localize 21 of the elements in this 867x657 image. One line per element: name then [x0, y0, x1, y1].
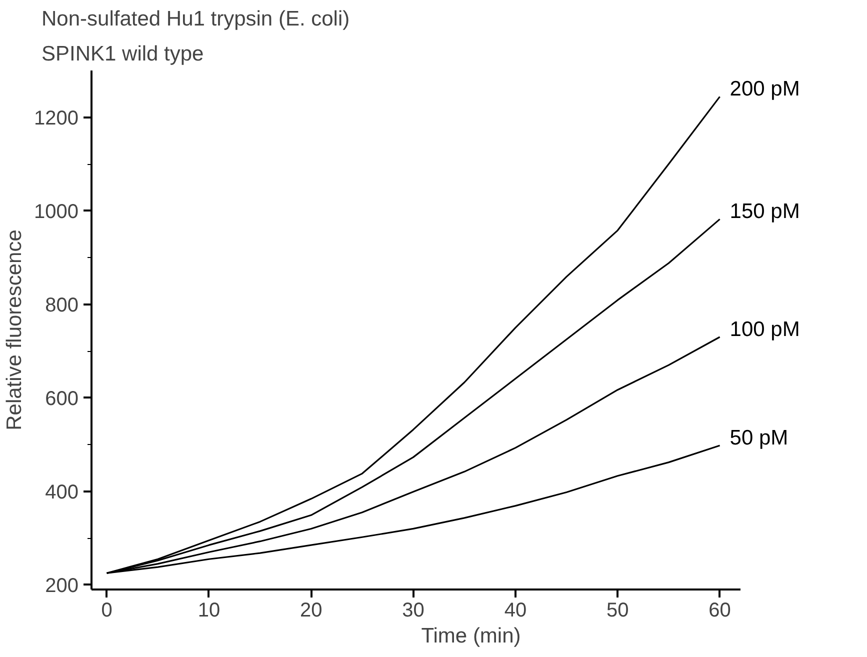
x-tick-label: 30 — [402, 600, 424, 622]
series-label: 50 pM — [730, 426, 788, 450]
y-tick-label: 200 — [45, 574, 79, 597]
y-tick-label: 1200 — [34, 107, 79, 130]
y-axis-title: Relative fluorescence — [3, 230, 26, 430]
y-tick-label: 400 — [45, 481, 79, 504]
y-tick-label: 600 — [45, 388, 79, 410]
chart-subtitle: SPINK1 wild type — [42, 42, 204, 66]
chart-title: Non-sulfated Hu1 trypsin (E. coli) — [42, 8, 350, 30]
y-tick-label: 800 — [45, 294, 79, 316]
y-tick-label: 1000 — [34, 200, 79, 223]
x-tick-label: 60 — [708, 600, 731, 622]
x-axis-title: Time (min) — [421, 624, 521, 648]
series-label: 150 pM — [730, 200, 800, 224]
series-label: 200 pM — [730, 78, 800, 101]
x-tick-label: 10 — [198, 600, 220, 622]
x-tick-label: 40 — [504, 600, 527, 622]
x-tick-label: 20 — [300, 600, 322, 622]
x-tick-label: 0 — [101, 600, 112, 622]
x-tick-label: 50 — [606, 600, 629, 622]
series-label: 100 pM — [730, 318, 800, 342]
